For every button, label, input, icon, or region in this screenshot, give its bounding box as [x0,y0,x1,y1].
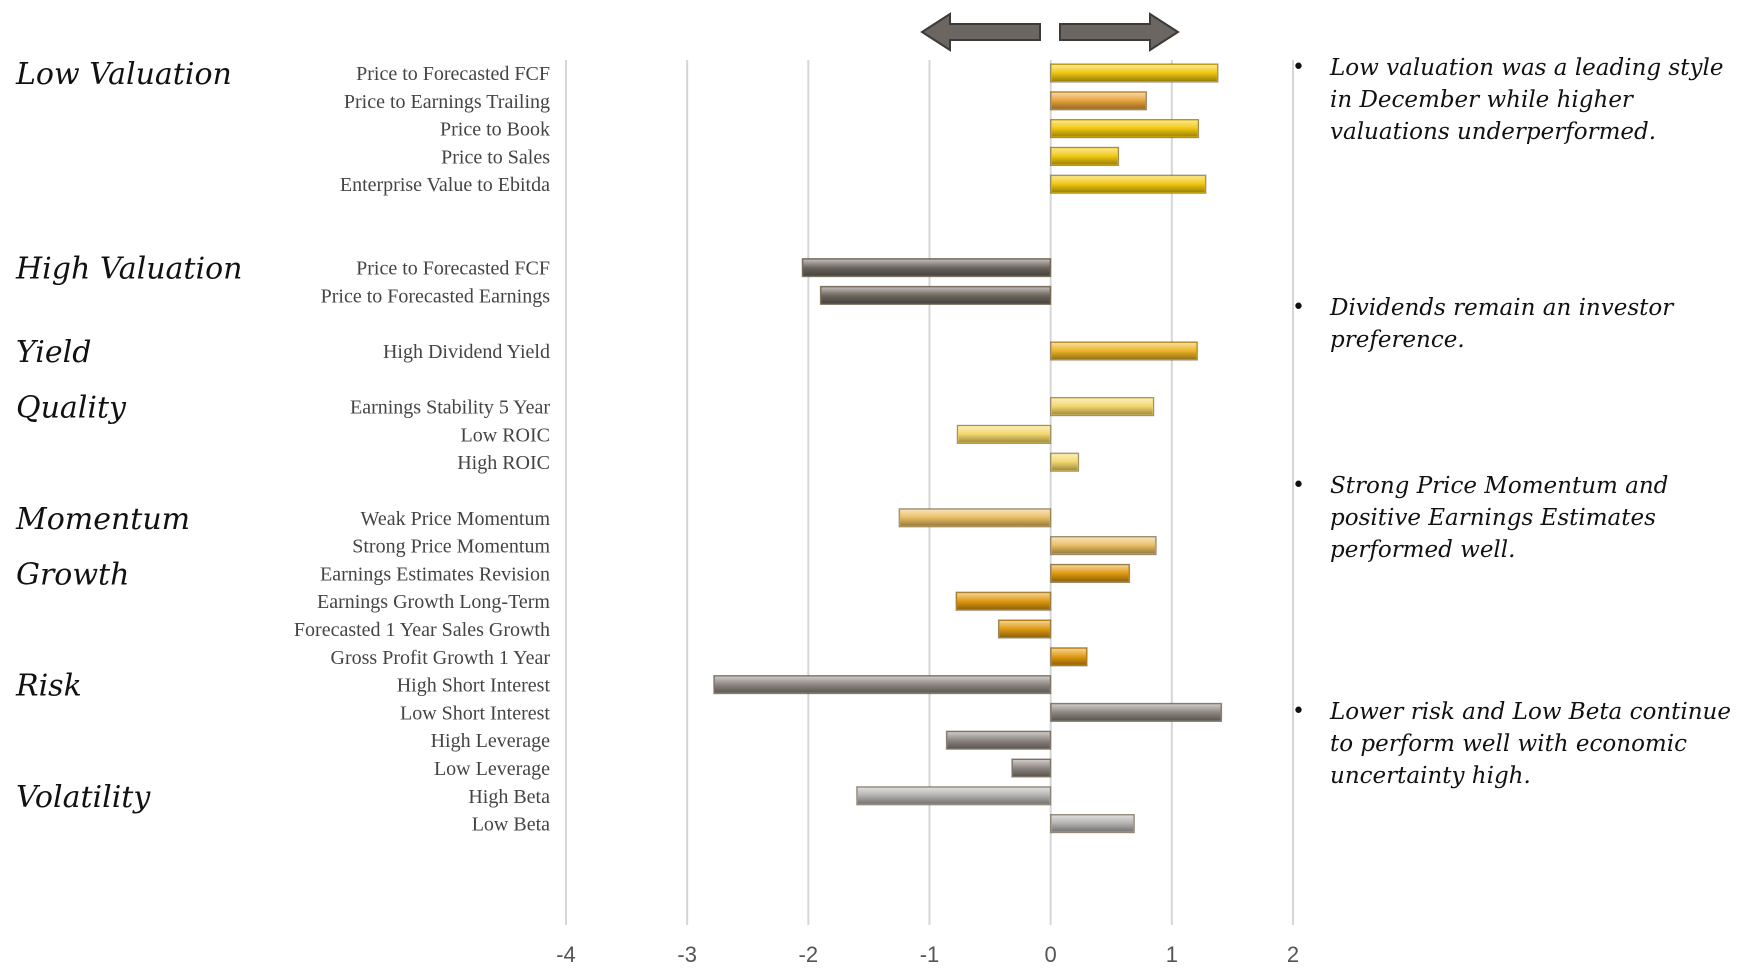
bar-highlight [803,259,1050,276]
x-tick-label: -3 [677,942,697,967]
factor-label: Price to Forecasted FCF [356,258,550,280]
factor-label: Price to Book [440,119,550,141]
factor-label: Low Beta [472,814,550,836]
bar-highlight [1051,815,1134,832]
x-tick-label: -4 [556,942,576,967]
direction-arrows [920,12,1180,52]
bullet-symbol: • [1292,55,1305,80]
factor-label: Low ROIC [461,424,550,446]
bar-highlight [1012,760,1050,776]
group-label: High Valuation [15,252,242,287]
group-label: Momentum [15,502,190,537]
factor-label: Gross Profit Growth 1 Year [331,647,551,669]
factor-label: Price to Earnings Trailing [344,91,550,113]
group-label: Yield [16,335,91,370]
commentary-text: Dividends remain an investor preference. [1330,295,1674,353]
bar-highlight [947,732,1050,749]
factor-label: Weak Price Momentum [361,508,551,530]
bar-highlight [900,509,1050,526]
bar-highlight [958,426,1050,443]
commentary-bullet-1: • Low valuation was a leading style in D… [1292,52,1750,148]
bar-highlight [1051,454,1078,471]
bar-highlight [1051,343,1197,359]
bar-highlight [1051,565,1129,582]
right-arrow-icon [1059,12,1180,52]
factor-label: Strong Price Momentum [352,536,550,558]
factor-label: Price to Forecasted FCF [356,63,550,85]
factor-label: High Leverage [431,730,551,752]
factor-label: Price to Forecasted Earnings [321,285,551,307]
factor-performance-chart: Low Valuation Price to Forecasted FCF Pric… [15,12,1299,967]
bar-highlight [1051,65,1217,81]
bar-highlight [1051,120,1198,137]
factor-label: Earnings Stability 5 Year [350,397,550,419]
group-label: Risk [15,669,82,704]
bar-highlight [1051,92,1146,109]
group-label: Low Valuation [15,57,232,92]
commentary-text: Strong Price Momentum and positive Earni… [1330,473,1669,563]
x-tick-label: -2 [799,942,819,967]
bar-highlight [1051,398,1153,415]
factor-label: Low Short Interest [400,702,550,724]
bar-highlight [1051,704,1221,721]
chart-labels: Low Valuation Price to Forecasted FCF Pric… [15,57,550,836]
factor-label: Low Leverage [434,758,550,780]
bar-highlight [714,676,1050,693]
x-tick-label: 0 [1045,942,1057,967]
chart-bars [713,63,1223,834]
bar-highlight [957,593,1050,610]
commentary-bullet-2: • Dividends remain an investor preferenc… [1292,292,1750,356]
factor-label: Forecasted 1 Year Sales Growth [294,619,550,641]
factor-label: Earnings Estimates Revision [320,563,550,585]
factor-label: Enterprise Value to Ebitda [340,174,550,196]
factor-label: High Beta [468,786,550,808]
factor-label: Price to Sales [441,146,550,168]
grid-lines [565,60,1294,925]
bar-highlight [821,287,1050,304]
factor-label: Earnings Growth Long-Term [317,591,550,613]
bullet-symbol: • [1292,473,1305,498]
bar-highlight [1051,648,1087,665]
group-label: Volatility [16,780,151,815]
x-tick-label: -1 [920,942,940,967]
bar-highlight [857,787,1050,804]
bar-highlight [1051,148,1118,165]
bullet-symbol: • [1292,295,1305,320]
commentary-bullet-4: • Lower risk and Low Beta continue to pe… [1292,696,1750,792]
bar-highlight [1051,176,1205,193]
group-label: Quality [16,391,127,426]
x-axis-ticks: -4 -3 -2 -1 0 1 2 [556,942,1299,967]
commentary-text: Low valuation was a leading style in Dec… [1330,55,1724,145]
commentary-bullet-3: • Strong Price Momentum and positive Ear… [1292,470,1750,566]
factor-label: High Short Interest [397,675,551,697]
bullet-symbol: • [1292,699,1305,724]
factor-label: High ROIC [457,452,550,474]
bar-highlight [999,621,1050,637]
bar-highlight [1051,537,1156,554]
left-arrow-icon [920,12,1041,52]
factor-label: High Dividend Yield [383,341,550,363]
x-tick-label: 2 [1287,942,1299,967]
group-label: Growth [16,557,129,592]
x-tick-label: 1 [1166,942,1178,967]
commentary-text: Lower risk and Low Beta continue to perf… [1330,699,1731,789]
